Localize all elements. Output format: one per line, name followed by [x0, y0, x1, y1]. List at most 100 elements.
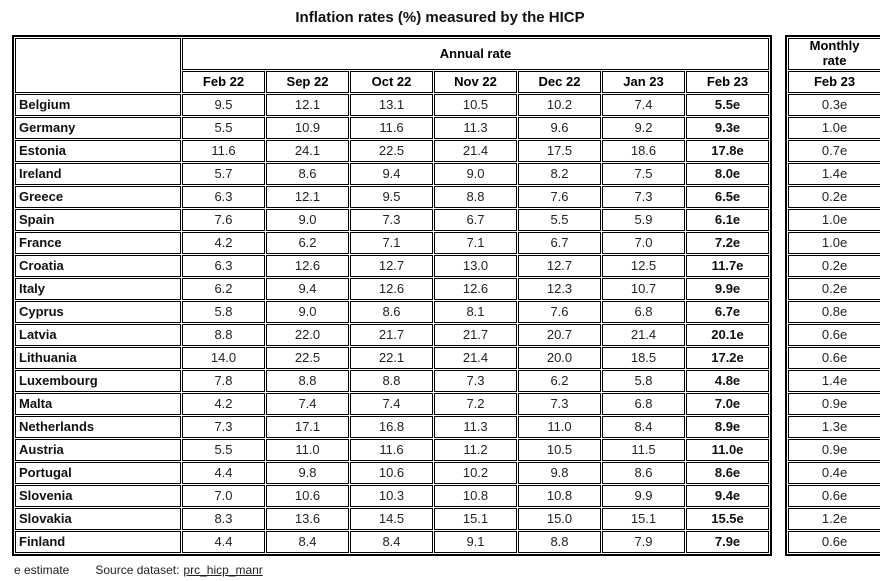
annual-value-cell: 5.5: [518, 209, 601, 231]
source-dataset-label: Source dataset:: [95, 563, 180, 577]
monthly-month-header: Feb 23: [788, 70, 880, 93]
monthly-value-cell: 0.6e: [788, 530, 880, 553]
country-cell: Belgium: [15, 94, 181, 116]
annual-value-cell: 11.6: [350, 117, 433, 139]
annual-value-cell: 4.2: [182, 232, 265, 254]
country-cell: Croatia: [15, 255, 181, 277]
annual-value-cell: 8.4: [602, 416, 685, 438]
country-cell: Malta: [15, 393, 181, 415]
monthly-value-cell: 0.9e: [788, 392, 880, 415]
annual-value-cell: 12.6: [434, 278, 517, 300]
annual-value-cell: 7.3: [182, 416, 265, 438]
month-column-header: Nov 22: [434, 70, 517, 93]
annual-value-cell: 9.6: [518, 117, 601, 139]
annual-header-row: Annual rate: [15, 38, 770, 93]
annual-value-cell: 7.0: [182, 485, 265, 507]
month-header-row: Feb 22 Sep 22 Oct 22 Nov 22 Dec 22 Jan 23 Feb …: [15, 70, 770, 93]
country-cell: Luxembourg: [15, 370, 181, 392]
annual-value-cell: 4.2: [182, 393, 265, 415]
annual-value-cell: 5.9: [602, 209, 685, 231]
country-row: Finland 4.4 8.4 8.4 9.1 8.8 7.9 7.9e: [15, 531, 770, 553]
annual-value-cell: 7.6: [518, 186, 601, 208]
monthly-row: 0.4e: [788, 461, 880, 484]
monthly-value-cell: 1.0e: [788, 208, 880, 231]
monthly-row: 0.6e: [788, 346, 880, 369]
annual-rate-header: Annual rate: [182, 38, 770, 70]
annual-value-cell: 7.3: [518, 393, 601, 415]
annual-value-cell: 22.5: [350, 140, 433, 162]
annual-value-cell: 8.3: [182, 508, 265, 530]
annual-value-cell: 6.7e: [686, 301, 770, 323]
annual-value-cell: 15.0: [518, 508, 601, 530]
monthly-row: 0.7e: [788, 139, 880, 162]
country-row: Slovakia 8.3 13.6 14.5 15.1 15.0 15.1 15.5e: [15, 508, 770, 530]
monthly-rate-header: Monthly rate: [788, 38, 880, 70]
annual-value-cell: 8.9e: [686, 416, 770, 438]
annual-value-cell: 15.1: [602, 508, 685, 530]
annual-value-cell: 7.1: [350, 232, 433, 254]
country-cell: France: [15, 232, 181, 254]
footnote: e estimate Source dataset: prc_hicp_manr: [14, 563, 880, 577]
month-column-header: Feb 23: [686, 70, 770, 93]
monthly-value-cell: 0.4e: [788, 461, 880, 484]
annual-value-cell: 22.1: [350, 347, 433, 369]
monthly-row: 1.0e: [788, 231, 880, 254]
annual-value-cell: 9.4: [350, 163, 433, 185]
annual-value-cell: 21.4: [434, 140, 517, 162]
monthly-value-cell: 1.2e: [788, 507, 880, 530]
annual-value-cell: 22.0: [266, 324, 349, 346]
annual-value-cell: 18.5: [602, 347, 685, 369]
annual-value-cell: 9.1: [434, 531, 517, 553]
annual-value-cell: 6.7: [518, 232, 601, 254]
country-cell: Italy: [15, 278, 181, 300]
source-dataset-link[interactable]: prc_hicp_manr: [183, 563, 263, 577]
annual-value-cell: 6.2: [266, 232, 349, 254]
annual-value-cell: 16.8: [350, 416, 433, 438]
annual-value-cell: 10.2: [434, 462, 517, 484]
annual-value-cell: 8.4: [266, 531, 349, 553]
country-row: Portugal 4.4 9.8 10.6 10.2 9.8 8.6 8.6e: [15, 462, 770, 484]
annual-value-cell: 7.9e: [686, 531, 770, 553]
annual-value-cell: 4.8e: [686, 370, 770, 392]
monthly-value-cell: 0.6e: [788, 346, 880, 369]
annual-value-cell: 9.5: [350, 186, 433, 208]
annual-value-cell: 5.8: [602, 370, 685, 392]
country-cell: Slovenia: [15, 485, 181, 507]
monthly-rate-table: Monthly rate Feb 23 0.3e 1.0e 0.7e 1.4e 0.2e…: [785, 35, 880, 556]
annual-value-cell: 12.1: [266, 94, 349, 116]
annual-value-cell: 9.8: [518, 462, 601, 484]
monthly-value-cell: 0.6e: [788, 484, 880, 507]
annual-value-cell: 21.7: [350, 324, 433, 346]
annual-value-cell: 9.0: [266, 301, 349, 323]
monthly-row: 0.2e: [788, 254, 880, 277]
monthly-month-row: Feb 23: [788, 70, 880, 93]
annual-value-cell: 12.1: [266, 186, 349, 208]
annual-value-cell: 11.6: [350, 439, 433, 461]
annual-rate-table: Annual rate Feb 22 Sep 22 Oct 22 Nov 22 Dec …: [12, 35, 773, 556]
annual-value-cell: 9.3e: [686, 117, 770, 139]
country-cell: Greece: [15, 186, 181, 208]
annual-value-cell: 8.8: [434, 186, 517, 208]
monthly-row: 0.8e: [788, 300, 880, 323]
annual-value-cell: 7.3: [350, 209, 433, 231]
annual-value-cell: 10.5: [434, 94, 517, 116]
country-row: Germany 5.5 10.9 11.6 11.3 9.6 9.2 9.3e: [15, 117, 770, 139]
annual-value-cell: 8.8: [182, 324, 265, 346]
annual-value-cell: 8.1: [434, 301, 517, 323]
country-row: Estonia 11.6 24.1 22.5 21.4 17.5 18.6 17.8e: [15, 140, 770, 162]
annual-value-cell: 11.7e: [686, 255, 770, 277]
monthly-value-cell: 1.0e: [788, 116, 880, 139]
annual-value-cell: 12.7: [518, 255, 601, 277]
annual-value-cell: 15.1: [434, 508, 517, 530]
annual-value-cell: 5.5: [182, 439, 265, 461]
annual-value-cell: 9.0: [266, 209, 349, 231]
annual-value-cell: 8.4: [350, 531, 433, 553]
annual-value-cell: 7.2: [434, 393, 517, 415]
country-cell: Netherlands: [15, 416, 181, 438]
country-row: Italy 6.2 9.4 12.6 12.6 12.3 10.7 9.9e: [15, 278, 770, 300]
country-row: Latvia 8.8 22.0 21.7 21.7 20.7 21.4 20.1e: [15, 324, 770, 346]
annual-value-cell: 8.6: [350, 301, 433, 323]
annual-value-cell: 12.6: [350, 278, 433, 300]
annual-value-cell: 17.8e: [686, 140, 770, 162]
annual-value-cell: 13.1: [350, 94, 433, 116]
